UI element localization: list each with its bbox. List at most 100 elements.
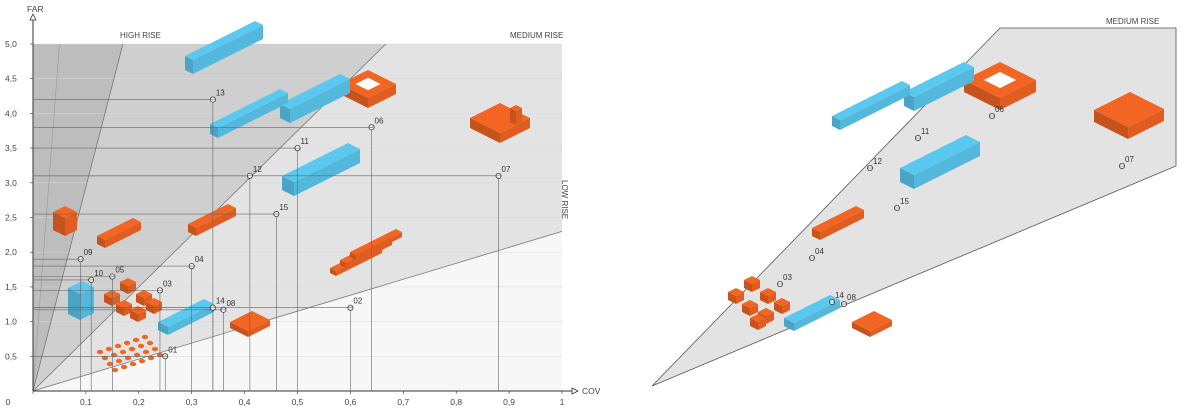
far-cov-chart: FAR COV 0 0,1 0,2 0,3 0,4 0,5 0,6 0,7 0,8 0,9 1 0,5 1,…	[5, 4, 600, 407]
building-icon-01	[132, 337, 140, 343]
data-label-12: 12	[253, 165, 262, 174]
x-tick-label: 0,5	[292, 397, 304, 407]
building-icon-01	[96, 349, 104, 355]
x-tick-label: 1	[560, 397, 565, 407]
medium-rise-chart: MEDIUM RISE 03 04 06 07 08 11 12 14 15	[651, 17, 1177, 387]
x-tick-label: 0,6	[344, 397, 356, 407]
data-label-08: 08	[847, 293, 856, 302]
y-tick-label: 1,5	[5, 282, 17, 292]
building-icon-01	[106, 361, 114, 367]
y-tick-label: 2,0	[5, 247, 17, 257]
data-label-07: 07	[1125, 155, 1134, 164]
building-icon-05	[728, 288, 744, 304]
building-icon-01	[147, 355, 155, 361]
data-label-05: 05	[115, 265, 124, 274]
building-icon-07-tower	[510, 105, 522, 125]
data-label-06: 06	[995, 105, 1004, 114]
building-icon-01	[151, 346, 159, 352]
data-label-11: 11	[301, 137, 310, 146]
zone-boundary-line	[32, 43, 60, 392]
building-icon-01	[111, 367, 119, 373]
y-axis-arrow	[29, 13, 37, 21]
y-tick-label: 2,5	[5, 213, 17, 223]
building-icon-05	[744, 276, 760, 292]
data-label-04: 04	[195, 255, 204, 264]
building-icon-01	[146, 340, 154, 346]
data-label-06: 06	[375, 116, 384, 125]
building-icon-08	[852, 311, 892, 337]
building-icon-02	[350, 229, 402, 260]
data-label-07: 07	[502, 165, 511, 174]
building-icon-12	[832, 81, 910, 130]
building-icon-01	[137, 343, 145, 349]
zone-boundary-line	[32, 43, 124, 392]
building-icon-11	[280, 74, 350, 123]
building-icon-01	[115, 358, 123, 364]
x-tick-label: 0,8	[450, 397, 462, 407]
x-axis-label: COV	[582, 386, 600, 396]
y-tick-label: 5,0	[5, 39, 17, 49]
data-label-12: 12	[873, 157, 882, 166]
building-icon-11	[904, 62, 974, 111]
x-tick-label: 0,4	[239, 397, 251, 407]
building-icon-01	[101, 355, 109, 361]
building-icon-01	[141, 334, 149, 340]
y-tick-label: 1,0	[5, 317, 17, 327]
zone-label-medium-rise: MEDIUM RISE	[510, 31, 563, 40]
medium-rise-wedge	[651, 27, 1177, 387]
building-icon-01	[105, 346, 113, 352]
building-icon-01	[128, 346, 136, 352]
x-axis-arrow	[571, 387, 579, 395]
zone-label-low-rise: LOW RISE	[560, 180, 569, 219]
data-label-13: 13	[216, 89, 225, 98]
y-axis-label: FAR	[27, 4, 44, 14]
building-icon-04-left	[97, 218, 141, 248]
building-icon-06	[964, 62, 1036, 110]
x-tick-label: 0,3	[186, 397, 198, 407]
building-icon-05	[742, 300, 758, 316]
data-label-11: 11	[921, 127, 930, 136]
building-icon-01	[129, 361, 137, 367]
building-icon-04	[812, 206, 864, 240]
building-icon-09	[53, 206, 77, 236]
data-label-01: 01	[168, 345, 177, 354]
building-icon-01	[119, 349, 127, 355]
data-label-15: 15	[900, 197, 909, 206]
data-label-03: 03	[163, 279, 172, 288]
y-tick-label: 4,5	[5, 74, 17, 84]
zone-label-medium-rise: MEDIUM RISE	[1106, 17, 1159, 26]
building-icon-01	[123, 340, 131, 346]
building-icon-10	[68, 281, 94, 320]
x-tick-label: 0,7	[397, 397, 409, 407]
building-icon-05	[774, 298, 790, 314]
y-tick-label: 3,5	[5, 143, 17, 153]
building-icon-01	[124, 355, 132, 361]
data-label-03: 03	[783, 273, 792, 282]
data-label-14: 14	[835, 291, 844, 300]
building-icon-15	[282, 143, 360, 196]
data-label-09: 09	[84, 248, 93, 257]
building-icon-13	[185, 21, 263, 74]
building-icon-05	[760, 288, 776, 304]
y-tick-label: 0,5	[5, 351, 17, 361]
building-icon-01	[114, 343, 122, 349]
building-icon-01	[138, 358, 146, 364]
building-icon-14	[158, 299, 214, 335]
building-icon-14	[784, 295, 840, 331]
building-icon-15	[900, 135, 980, 189]
building-icon-04	[188, 204, 236, 236]
data-label-10: 10	[94, 269, 103, 278]
data-label-04: 04	[815, 247, 824, 256]
building-icon-05	[750, 314, 766, 330]
building-icon-05	[120, 278, 136, 294]
building-icon-01	[120, 364, 128, 370]
data-label-14: 14	[216, 297, 225, 306]
x-tick-label: 0,2	[133, 397, 145, 407]
x-tick-label: 0,1	[80, 397, 92, 407]
building-icon-07	[1094, 92, 1164, 139]
zone-label-high-rise: HIGH RISE	[120, 31, 161, 40]
x-tick-label: 0	[6, 397, 11, 407]
x-tick-label: 0,9	[503, 397, 515, 407]
y-tick-label: 4,0	[5, 108, 17, 118]
